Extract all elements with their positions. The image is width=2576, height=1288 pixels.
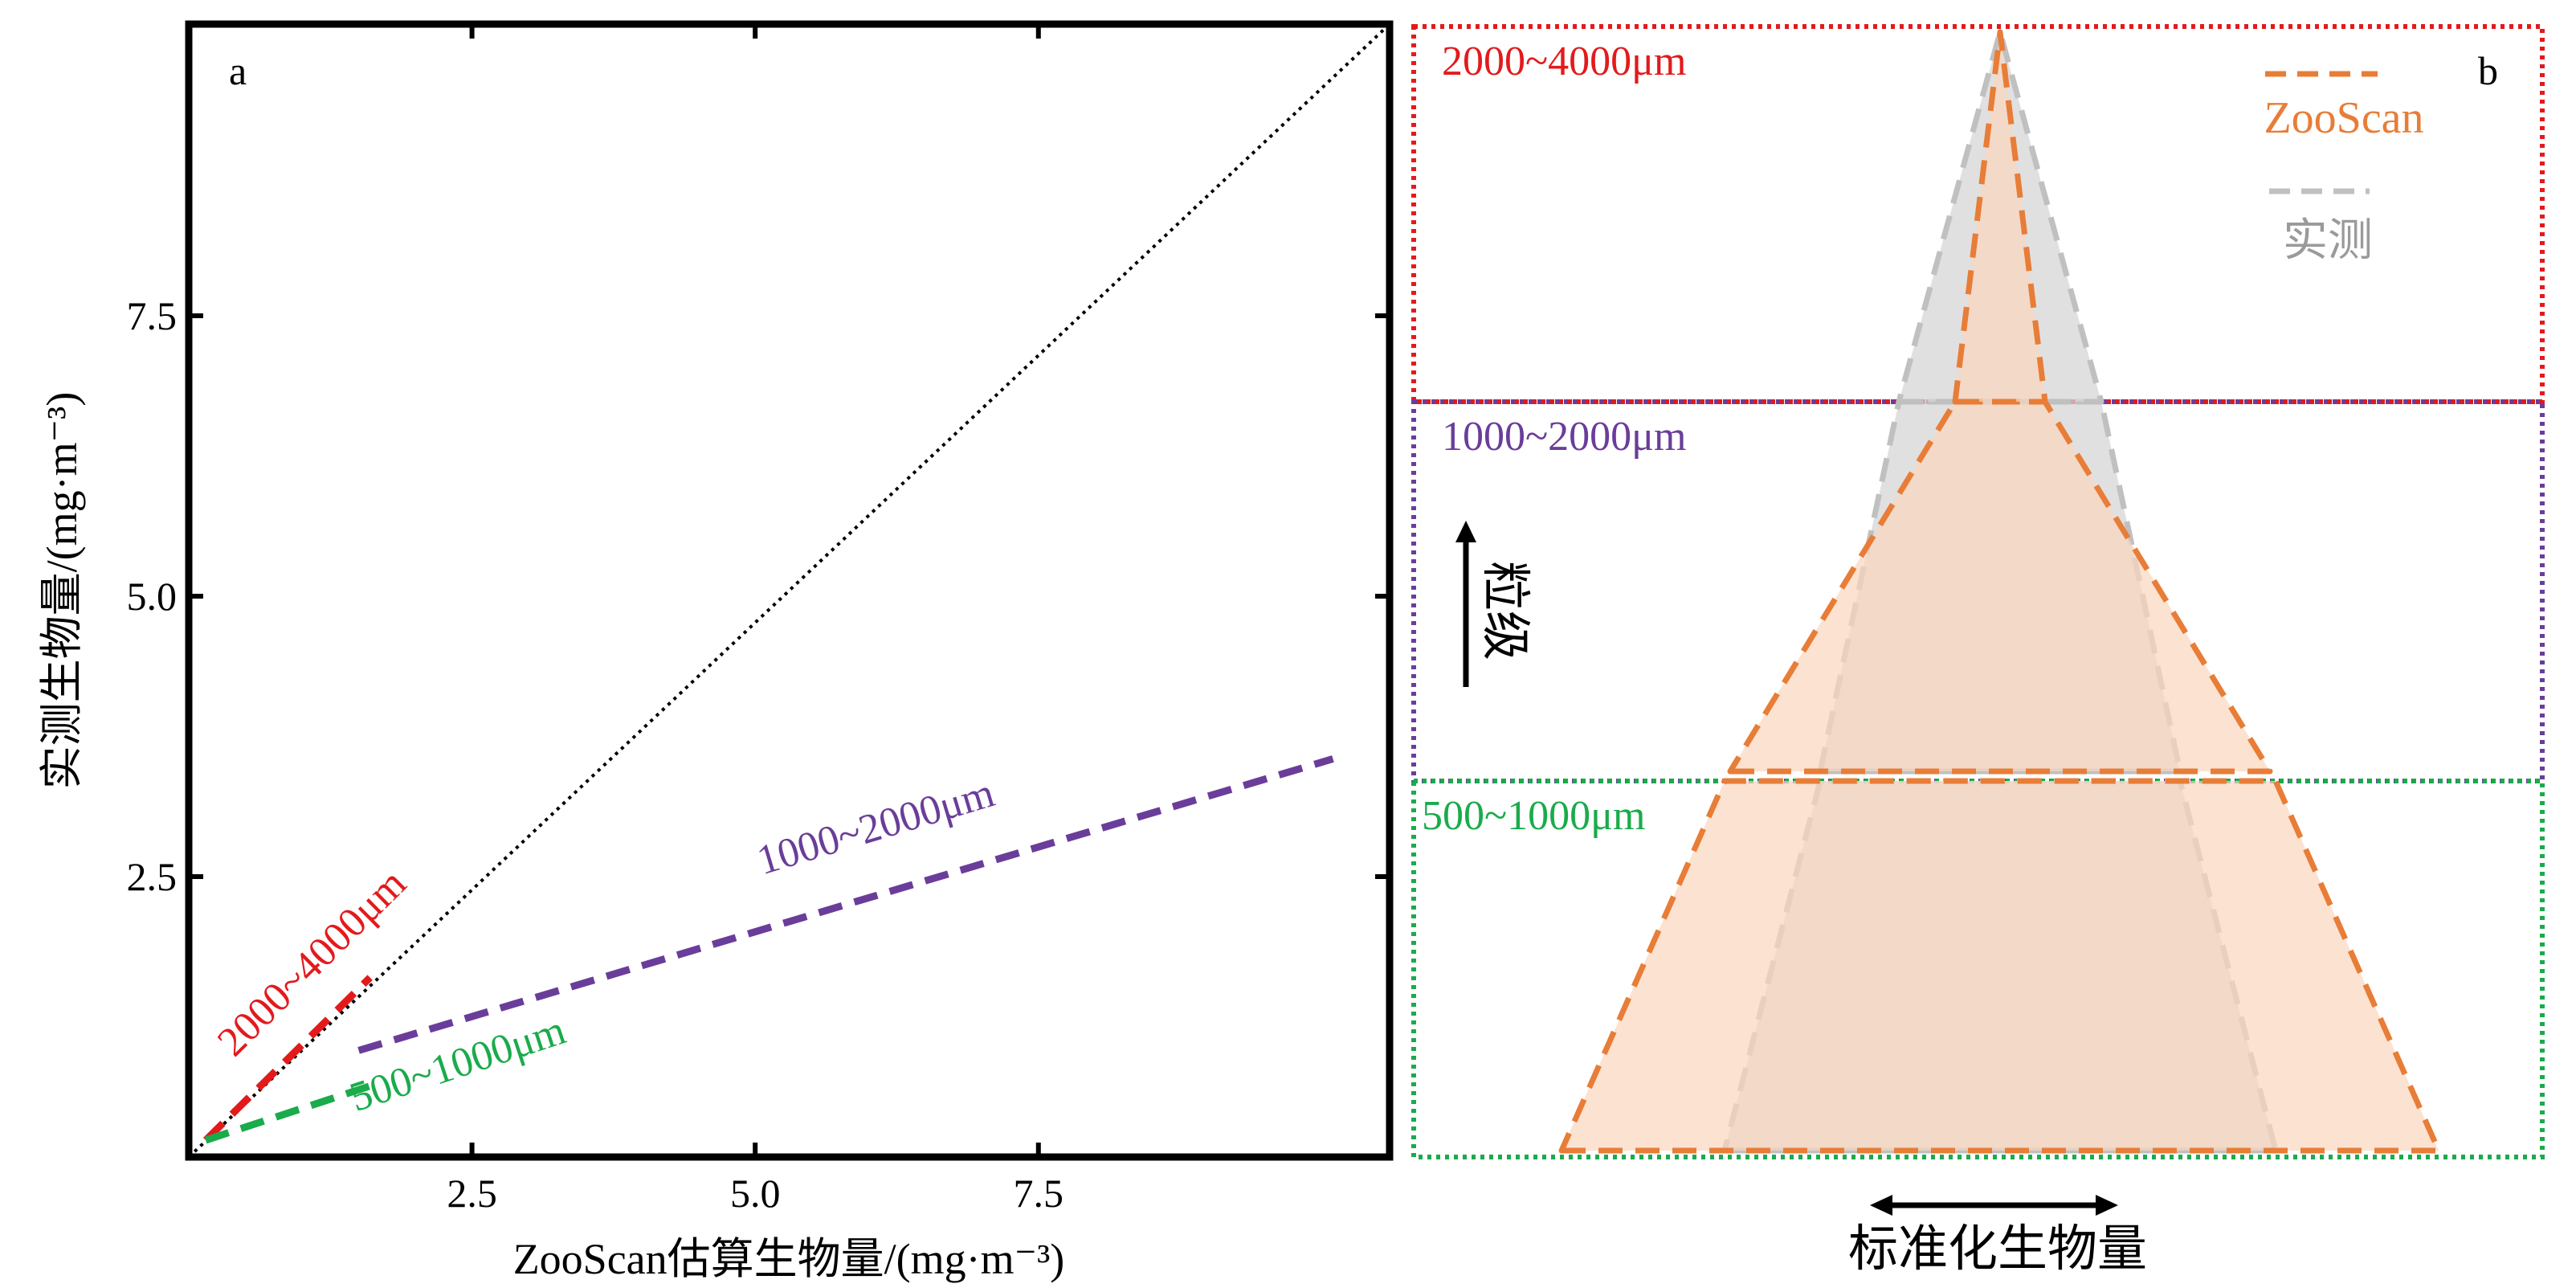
panel-a-frame xyxy=(185,20,1394,1161)
panel-a-letter: a xyxy=(229,48,247,93)
tier-zooscan-500-1000-m xyxy=(1558,778,2442,1154)
series-line-1000-2000-m xyxy=(357,755,1334,1054)
series-line-2000-4000-m xyxy=(202,975,373,1143)
tier-zooscan-1000-2000-m xyxy=(1727,399,2273,775)
x-tick-label: 2.5 xyxy=(447,1171,497,1216)
panel-a-x-axis-title: ZooScan估算生物量/(mg·m⁻³) xyxy=(513,1235,1065,1283)
panel-b: 2000~4000μm 1000~2000μm 500~1000μm b ZooSc… xyxy=(1411,24,2545,1277)
panel-a-y-axis-title: 实测生物量/(mg·m⁻³) xyxy=(38,392,86,790)
band-label-1000-2000-m: 1000~2000μm xyxy=(1442,414,1686,460)
legend-label-measured: 实测 xyxy=(2283,216,2373,266)
x-tick-label: 7.5 xyxy=(1014,1171,1064,1216)
x-tick-label: 5.0 xyxy=(730,1171,781,1216)
series-label-500-1000-m: 500~1000μm xyxy=(345,1008,571,1121)
band-frame-1000-2000-m xyxy=(1411,399,2545,783)
normalized-biomass-label: 标准化生物量 xyxy=(1848,1222,2147,1277)
band-label-2000-4000-m: 2000~4000μm xyxy=(1442,39,1686,84)
y-tick-label: 7.5 xyxy=(127,293,178,338)
reference-line-1to1 xyxy=(187,22,1391,1159)
band-label-500-1000-m: 500~1000μm xyxy=(1422,793,1645,839)
normalized-biomass-arrow xyxy=(1870,1195,2118,1216)
tier-zooscan-2000-4000-m xyxy=(1952,29,2048,405)
series-line-500-1000-m xyxy=(204,1080,378,1144)
band-frame-500-1000-m xyxy=(1411,779,2545,1159)
legend: ZooScan 实测 xyxy=(2264,71,2424,266)
y-tick-label: 5.0 xyxy=(127,574,178,619)
size-class-label: 粒级 xyxy=(1477,561,1532,660)
y-tick-label: 2.5 xyxy=(127,854,178,899)
panel-b-letter: b xyxy=(2478,48,2498,93)
legend-label-zooscan: ZooScan xyxy=(2264,93,2423,143)
size-class-arrow xyxy=(1455,521,1476,687)
